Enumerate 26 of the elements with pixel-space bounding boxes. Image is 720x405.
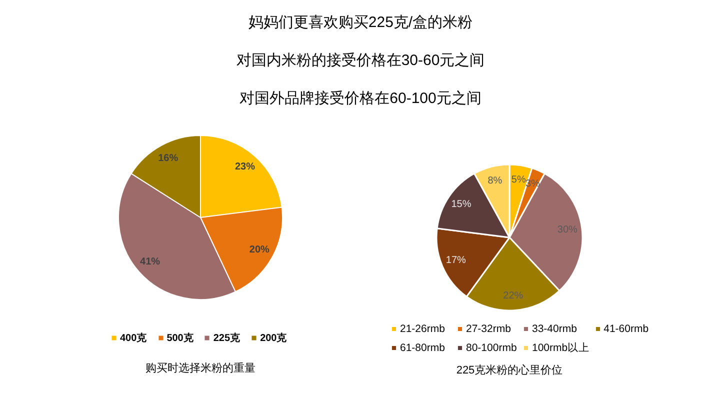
data-label: 15% [451, 199, 472, 210]
text: 购买时选择米粉的重量 [146, 362, 256, 374]
legend-label: 27-32rmb [466, 322, 512, 336]
legend-label: 21-26rmb [400, 322, 446, 336]
data-label: 22% [503, 290, 524, 302]
data-label: 20% [249, 244, 270, 256]
data-label: 30% [557, 224, 578, 236]
text: 妈妈们更喜欢购买225克/盒的米粉 [248, 14, 473, 31]
legend-label: 200克 [260, 332, 287, 345]
data-label: 41% [140, 256, 160, 268]
data-label: 16% [158, 153, 178, 164]
data-label: 8% [488, 175, 502, 186]
legend-label: 80-100rmb [466, 340, 518, 355]
legend-label: 225克 [213, 332, 240, 345]
legend-label: 400克 [120, 332, 147, 345]
text: 225克米粉的心里价位 [456, 364, 563, 376]
legend-label: 41-60rmb [604, 322, 650, 336]
legend-label: 100rmb以上 [532, 340, 590, 355]
data-label: 23% [234, 162, 256, 173]
legend-label: 33-40rmb [532, 322, 578, 336]
legend-label: 61-80rmb [400, 340, 446, 355]
text: 对国外品牌接受价格在60-100元之间 [240, 90, 482, 107]
text: 对国内米粉的接受价格在30-60元之间 [236, 52, 485, 69]
legend-label: 500克 [166, 332, 194, 345]
data-label: 17% [446, 255, 466, 266]
data-label: 5% [511, 174, 526, 186]
